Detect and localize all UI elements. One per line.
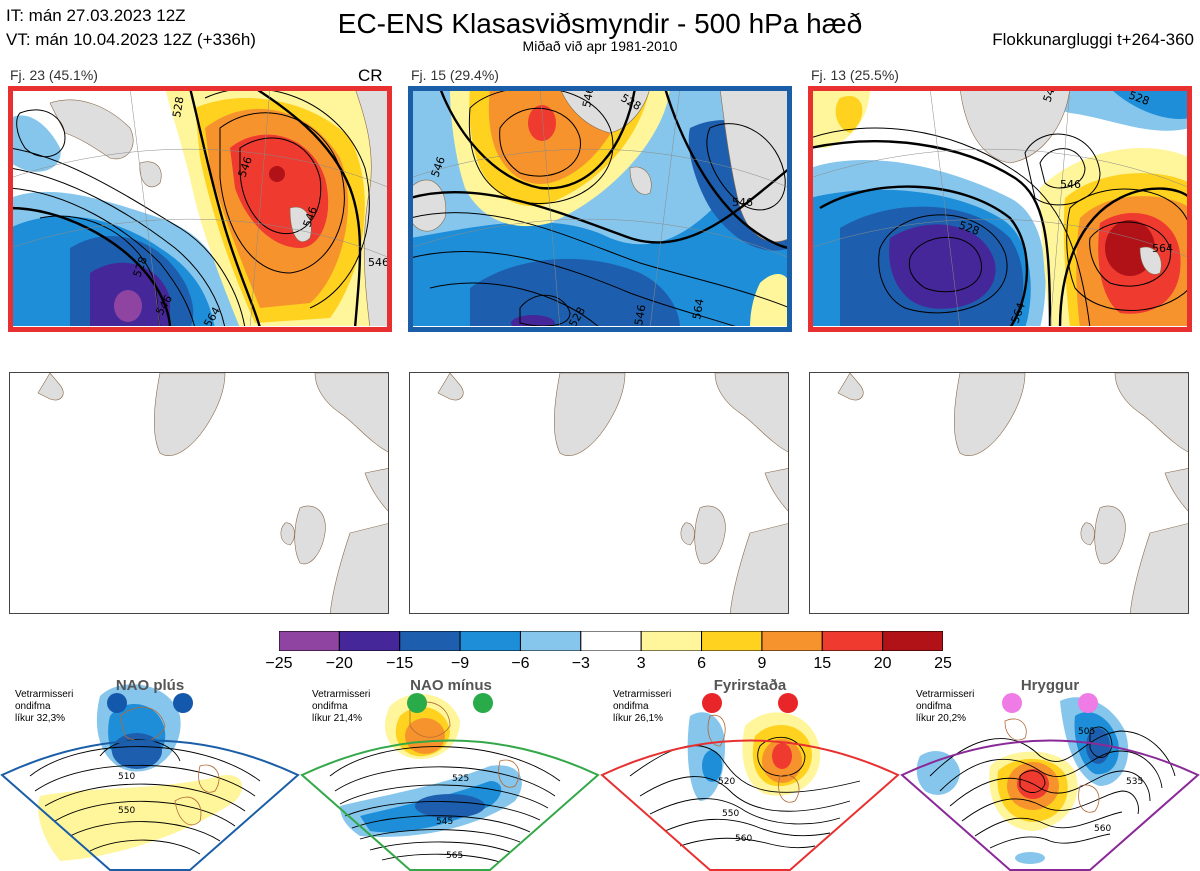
cluster-1-frame: [8, 86, 392, 332]
regime-4-note: Vetrarmisseri ondifma líkur 20,2%: [916, 689, 974, 725]
regime-3-contour-label: 560: [735, 834, 752, 844]
empty-map-3: [809, 372, 1189, 614]
colorbar-cell: [279, 631, 340, 651]
colorbar: [279, 631, 943, 651]
regime-2-note: Vetrarmisseri ondifma líkur 21,4%: [312, 689, 370, 725]
colorbar-tick-label: 3: [636, 655, 646, 672]
regime-2-name: NAO mínus: [410, 677, 492, 694]
colorbar-tick-label: 6: [697, 655, 706, 672]
empty-map-2: [409, 372, 789, 614]
empty-map-1: [9, 372, 389, 614]
regime-note-line: Vetrarmisseri: [916, 689, 975, 700]
regime-3-note: Vetrarmisseri ondifma líkur 26,1%: [613, 689, 671, 725]
regime-note-line: Vetrarmisseri: [312, 689, 371, 700]
cluster-3-frame: [808, 86, 1192, 332]
regime-3-contour-label: 520: [718, 777, 735, 787]
regime-3-contour-label: 550: [722, 809, 739, 819]
regime-1-contour-label: 550: [118, 806, 135, 816]
colorbar-cell: [882, 631, 943, 651]
regime-2-contour-label: 545: [436, 817, 453, 827]
regime-3-name: Fyrirstaða: [713, 677, 787, 694]
regime-4-contour-label: 505: [1078, 727, 1095, 737]
colorbar-cell: [821, 631, 884, 651]
colorbar-tick-label: 25: [934, 655, 952, 672]
regime-note-line: líkur 20,2%: [916, 713, 967, 724]
cluster-2-contour-label: 546: [732, 196, 753, 209]
cluster-3-contour-label: 546: [1060, 178, 1081, 191]
colorbar-tick-label: −15: [386, 655, 414, 672]
regime-note-line: líkur 21,4%: [312, 713, 363, 724]
cluster-2-label: Fj. 15 (29.4%): [411, 67, 499, 83]
colorbar-tick-label: 20: [873, 655, 892, 672]
regime-note-line: ondifma: [312, 701, 348, 712]
colorbar-cell: [399, 631, 461, 651]
regime-4-contour-label: 560: [1094, 824, 1111, 834]
cluster-3-label: Fj. 13 (25.5%): [811, 67, 899, 83]
page-title: EC-ENS Klasasviðsmyndir - 500 hPa hæð: [337, 8, 863, 39]
cluster-3-contour-label: 564: [1152, 242, 1173, 255]
colorbar-tick-label: −3: [571, 655, 590, 672]
regime-1-contour-label: 510: [118, 772, 135, 782]
regime-note-line: Vetrarmisseri: [15, 689, 74, 700]
colorbar-tick-label: −20: [325, 655, 353, 672]
regime-note-line: ondifma: [15, 701, 51, 712]
colorbar-cell: [519, 631, 582, 651]
colorbar-tick-label: −25: [265, 655, 293, 672]
colorbar-cell: [459, 631, 521, 651]
cluster-2-contour-label: 546: [580, 88, 596, 109]
regime-1-name: NAO plús: [115, 677, 185, 694]
cluster-1-map: 528 546 528 546 546 564 546: [10, 88, 390, 326]
regime-note-line: Vetrarmisseri: [613, 689, 672, 700]
cluster-2-frame: [408, 86, 792, 332]
regime-4-contour-label: 535: [1126, 777, 1143, 787]
regime-note-line: líkur 32,3%: [15, 713, 66, 724]
regime-2-panel: 525 545 565: [300, 693, 600, 871]
regime-2-contour-label: 525: [452, 774, 469, 784]
cluster-2-map: 546 528 546 546 546 528 564: [410, 88, 790, 326]
regime-2-contour-label: 565: [446, 851, 463, 861]
cluster-2-contour-label: 564: [690, 298, 706, 321]
colorbar-cell: [701, 631, 763, 651]
regime-4-panel: 505 535 560: [900, 693, 1200, 871]
valid-time: VT: mán 10.04.2023 12Z (+336h): [6, 30, 256, 49]
regime-note-line: líkur 26,1%: [613, 713, 664, 724]
cluster-1-contour-label: 546: [368, 256, 389, 269]
colorbar-cell: [640, 631, 703, 651]
init-time: IT: mán 27.03.2023 12Z: [6, 6, 186, 25]
cluster-1-label: Fj. 23 (45.1%): [10, 67, 98, 83]
colorbar-tick-label: −9: [450, 655, 470, 672]
regimes-strip: 510 550 525 545 565: [0, 684, 1200, 871]
regime-1-note: Vetrarmisseri ondifma líkur 32,3%: [15, 689, 73, 725]
cluster-1-contour-label: 528: [170, 96, 186, 119]
colorbar-cell: [338, 631, 401, 651]
regime-note-line: ondifma: [916, 701, 952, 712]
cluster-2-contour-label: 546: [632, 304, 648, 326]
regime-1-panel: 510 550: [0, 684, 300, 871]
regime-4-name: Hryggur: [1020, 677, 1080, 694]
regime-3-panel: 520 550 560: [600, 693, 900, 871]
classification-window: Flokkunargluggi t+264-360: [992, 30, 1194, 49]
cluster-3-map: 546 528 546 528 564 564: [810, 88, 1190, 326]
colorbar-cell: [761, 631, 823, 651]
colorbar-tick-label: 15: [813, 655, 832, 672]
colorbar-tick-label: 9: [757, 655, 767, 672]
cluster-1-tag: CR: [358, 66, 383, 85]
page-subtitle: Miðað við apr 1981-2010: [522, 38, 678, 54]
regime-note-line: ondifma: [613, 701, 649, 712]
colorbar-tick-label: −6: [511, 655, 530, 672]
colorbar-cell: [580, 631, 642, 651]
